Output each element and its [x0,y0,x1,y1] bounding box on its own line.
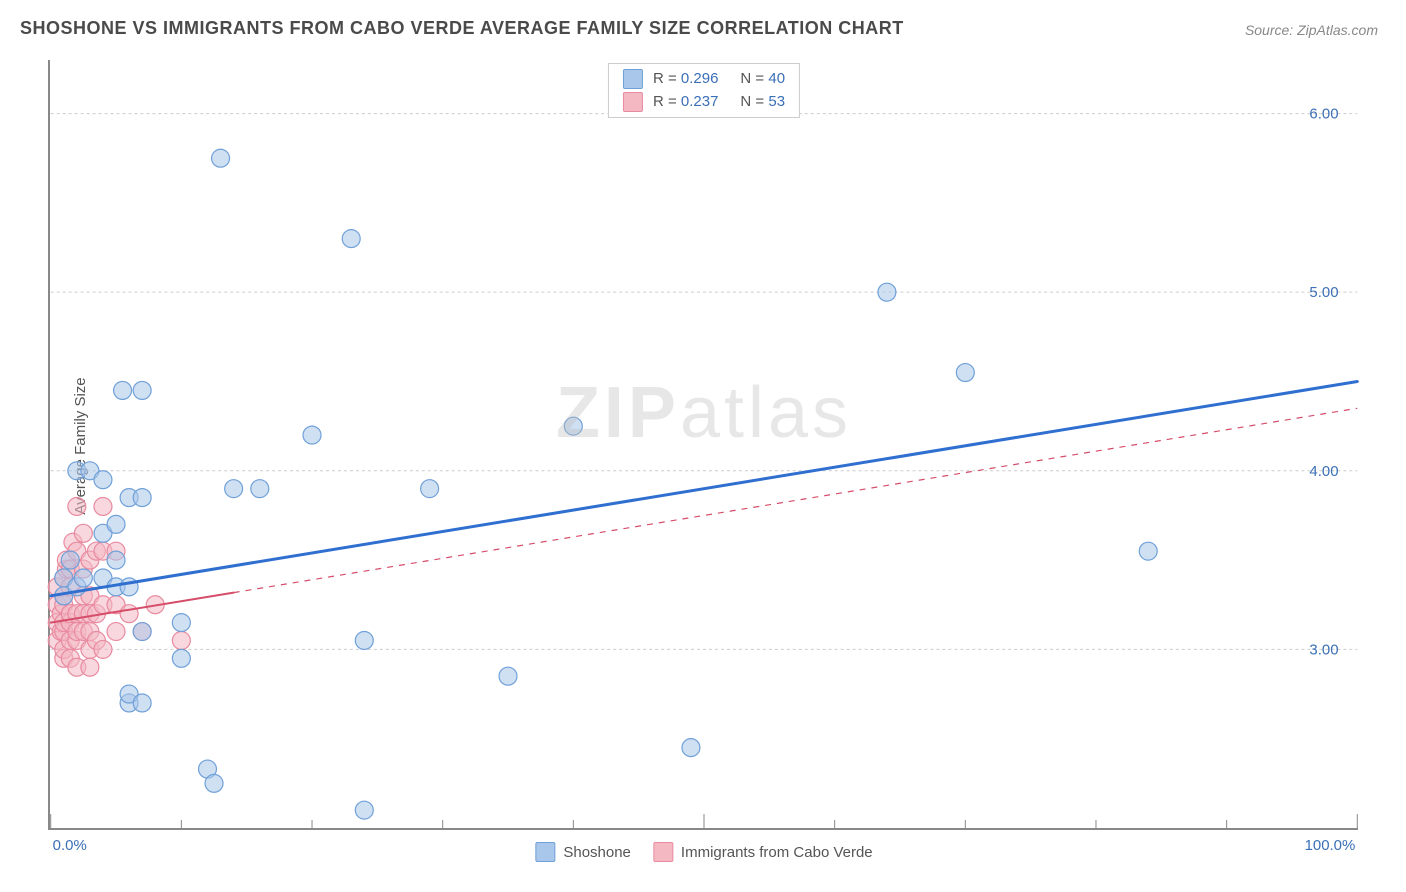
n-stat: N = 40 [740,68,785,91]
legend-item: Shoshone [535,842,631,862]
legend-stats: R = 0.296 N = 40 R = 0.237 N = 53 [608,63,800,118]
svg-text:100.0%: 100.0% [1305,837,1356,854]
svg-text:3.00: 3.00 [1309,641,1338,658]
svg-text:0.0%: 0.0% [53,837,87,854]
legend-stats-row: R = 0.296 N = 40 [623,68,785,91]
r-stat: R = 0.296 [653,68,718,91]
legend-item: Immigrants from Cabo Verde [653,842,873,862]
svg-text:5.00: 5.00 [1309,284,1338,301]
legend-series: Shoshone Immigrants from Cabo Verde [535,842,872,862]
legend-swatch [653,842,673,862]
legend-swatch [623,69,643,89]
scatter-svg: 3.004.005.006.000.0%100.0% [50,60,1358,828]
chart-title: SHOSHONE VS IMMIGRANTS FROM CABO VERDE A… [20,18,904,39]
r-stat: R = 0.237 [653,91,718,114]
legend-label: Shoshone [563,844,631,861]
legend-label: Immigrants from Cabo Verde [681,844,873,861]
n-stat: N = 53 [740,91,785,114]
svg-text:4.00: 4.00 [1309,463,1338,480]
legend-swatch [535,842,555,862]
legend-stats-row: R = 0.237 N = 53 [623,91,785,114]
plot-area: ZIPatlas R = 0.296N = 40R = 0.237N = 53 … [48,60,1358,830]
svg-text:6.00: 6.00 [1309,106,1338,123]
legend-swatch [623,92,643,112]
source-attribution: Source: ZipAtlas.com [1245,22,1378,38]
